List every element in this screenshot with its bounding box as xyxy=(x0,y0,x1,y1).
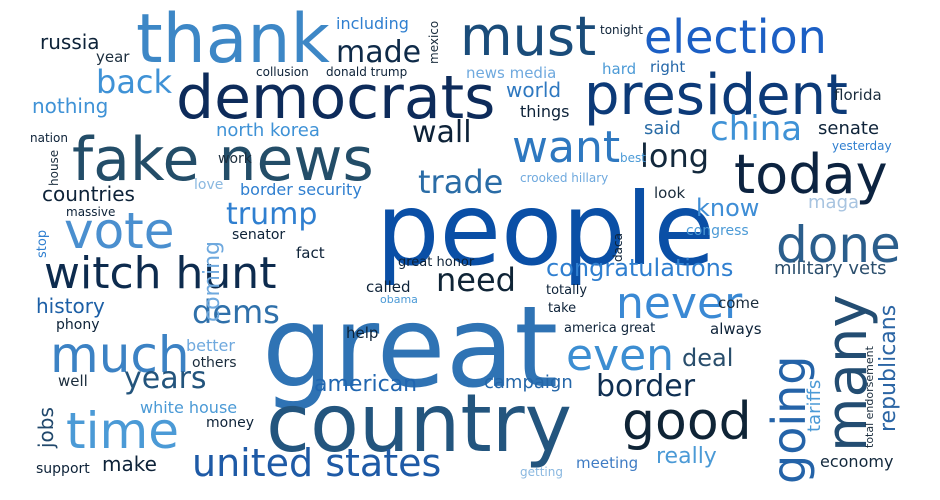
word-year: year xyxy=(96,48,130,66)
word-senator: senator xyxy=(232,227,286,243)
word-money: money xyxy=(206,415,254,431)
word-great-honor: great honor xyxy=(398,255,475,270)
word-trade: trade xyxy=(418,163,504,201)
word-nation: nation xyxy=(30,131,68,145)
word-obama: obama xyxy=(380,293,418,306)
word-country: country xyxy=(266,377,572,470)
word-tariffs: tariffs xyxy=(804,379,825,432)
word-nothing: nothing xyxy=(32,94,109,118)
word-north-korea: north korea xyxy=(216,120,320,141)
word-phony: phony xyxy=(56,317,100,333)
word-total-endorsement: total endorsement xyxy=(863,346,876,448)
word-come: come xyxy=(718,294,760,312)
word-totally: totally xyxy=(546,283,588,298)
word-mexico: mexico xyxy=(427,20,441,64)
word-take: take xyxy=(548,301,577,316)
word-house: house xyxy=(47,149,61,186)
word-people: people xyxy=(376,171,715,288)
word-dems: dems xyxy=(192,293,280,331)
word-help: help xyxy=(346,324,379,342)
word-florida: florida xyxy=(834,86,882,104)
word-deal: deal xyxy=(682,344,734,372)
word-election: election xyxy=(644,10,827,64)
word-senate: senate xyxy=(818,118,880,139)
word-getting: getting xyxy=(520,465,563,479)
word-today: today xyxy=(734,143,888,206)
word-president: president xyxy=(584,63,848,128)
word-thank: thank xyxy=(136,0,330,79)
word-republicans: republicans xyxy=(876,304,901,432)
word-economy: economy xyxy=(820,452,894,471)
word-love: love xyxy=(194,177,224,193)
word-massive: massive xyxy=(66,205,116,219)
word-want: want xyxy=(512,122,621,173)
word-maga: maga xyxy=(808,192,860,213)
word-never: never xyxy=(616,278,743,329)
word-collusion: collusion xyxy=(256,65,309,79)
word-right: right xyxy=(650,58,686,76)
word-time: time xyxy=(66,402,179,460)
word-done: done xyxy=(776,216,901,274)
word-meeting: meeting xyxy=(576,454,639,472)
word-america-great: america great xyxy=(564,321,656,336)
word-need: need xyxy=(436,261,516,299)
word-things: things xyxy=(520,102,570,121)
word-back: back xyxy=(96,63,173,101)
word-years: years xyxy=(124,361,207,396)
word-campaign: campaign xyxy=(484,372,573,393)
word-russia: russia xyxy=(40,30,100,54)
word-wall: wall xyxy=(412,115,472,150)
word-know: know xyxy=(696,194,760,222)
word-american: american xyxy=(314,372,418,397)
word-congratulations: congratulations xyxy=(546,254,734,282)
word-always: always xyxy=(710,320,762,338)
word-world: world xyxy=(506,78,562,102)
word-daca: daca xyxy=(611,233,625,262)
word-congress: congress xyxy=(686,223,749,239)
word-great: great xyxy=(262,283,559,413)
word-said: said xyxy=(644,118,681,139)
word-made: made xyxy=(336,35,422,70)
word-trump: trump xyxy=(226,197,318,232)
word-fact: fact xyxy=(296,244,325,262)
word-work: work xyxy=(218,151,252,167)
word-support: support xyxy=(36,461,90,477)
word-united-states: united states xyxy=(192,441,442,485)
word-better: better xyxy=(186,336,235,355)
word-make: make xyxy=(102,452,157,476)
word-border-security: border security xyxy=(240,180,362,199)
word-really: really xyxy=(656,444,717,469)
word-including: including xyxy=(336,14,409,33)
word-white-house: white house xyxy=(140,398,238,417)
word-yesterday: yesterday xyxy=(832,139,892,153)
word-well: well xyxy=(58,372,88,390)
word-must: must xyxy=(460,5,597,68)
word-good: good xyxy=(622,392,752,452)
word-china: china xyxy=(710,109,803,149)
word-border: border xyxy=(596,369,696,404)
word-called: called xyxy=(366,278,411,296)
word-vote: vote xyxy=(64,202,175,260)
word-democrats: democrats xyxy=(176,63,496,133)
word-jobs: jobs xyxy=(34,407,58,448)
word-look: look xyxy=(654,184,686,202)
word-stop: stop xyxy=(35,229,50,258)
word-tonight: tonight xyxy=(600,23,643,37)
word-crooked-hillary: crooked hillary xyxy=(520,171,609,185)
word-even: even xyxy=(566,330,675,381)
word-countries: countries xyxy=(42,182,135,206)
word-others: others xyxy=(192,355,237,371)
word-best: best xyxy=(620,151,646,165)
word-military-vets: military vets xyxy=(774,258,887,279)
word-witch-hunt: witch hunt xyxy=(44,248,277,299)
word-news-media: news media xyxy=(466,64,557,82)
word-history: history xyxy=(36,294,105,318)
word-coming: coming xyxy=(200,240,225,322)
word-donald-trump: donald trump xyxy=(326,65,408,79)
word-long: long xyxy=(640,137,710,175)
word-hard: hard xyxy=(602,60,637,78)
word-fake-news: fake news xyxy=(72,125,374,195)
word-much: much xyxy=(50,326,190,384)
